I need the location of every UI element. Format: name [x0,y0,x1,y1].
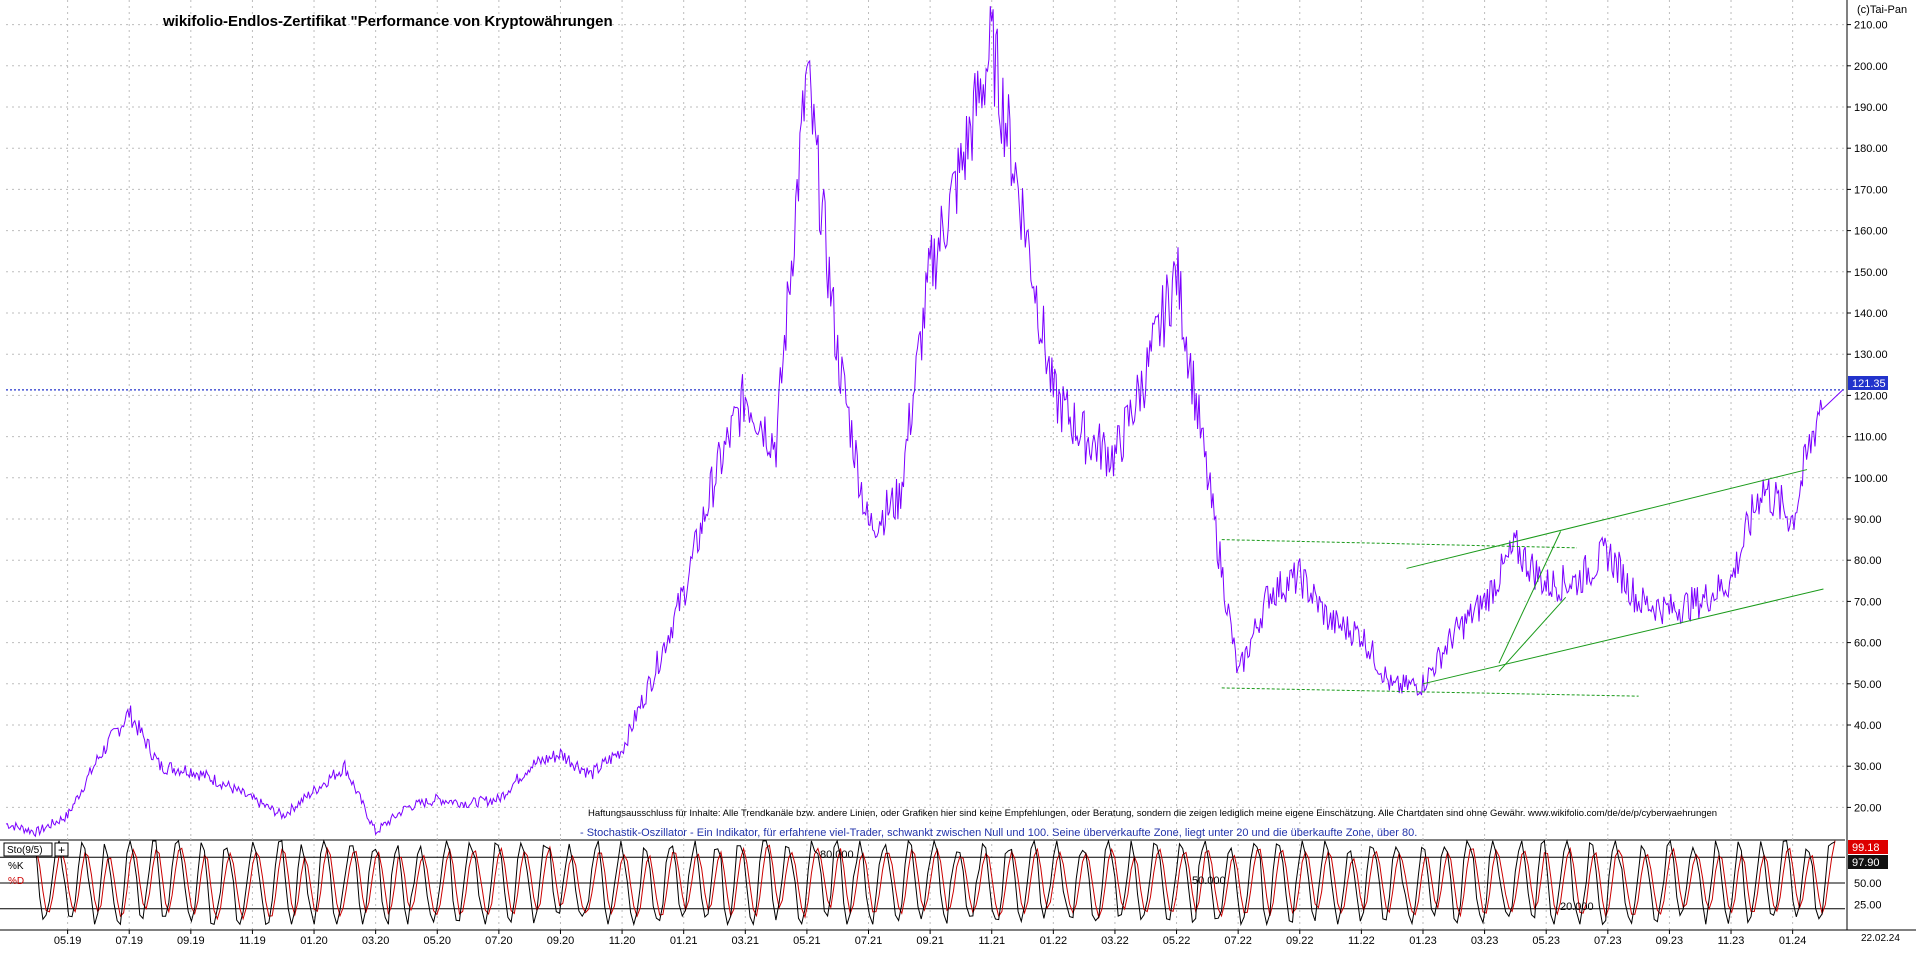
k-value-badge: 97.90 [1848,855,1888,869]
x-tick-label: 11.22 [1348,935,1375,947]
x-tick-label: 11.23 [1718,935,1745,947]
stochastic-y-tick-label: 50.00 [1854,878,1882,890]
y-tick-label: 210.00 [1854,20,1888,32]
copyright-label: (c)Tai-Pan [1857,4,1907,16]
stochastic-plot [29,838,1836,927]
upper-level-label: 80.000 [820,849,854,861]
x-tick-label: 09.19 [177,935,205,947]
x-tick-label: 11.20 [609,935,636,947]
chart-title: wikifolio-Endlos-Zertifikat "Performance… [162,13,613,30]
x-tick-label: 01.20 [300,935,328,947]
stochastic-k-line [29,838,1836,927]
y-tick-label: 160.00 [1854,226,1888,238]
x-tick-label: 07.19 [115,935,143,947]
y-tick-label: 140.00 [1854,308,1888,320]
date-axis: 05.19 07.19 09.19 11.19 01.20 03.20 05.20 07.20… [0,929,1916,947]
x-tick-label: 07.20 [485,935,513,947]
x-tick-label: 05.22 [1163,935,1191,947]
stochastic-y-tick-label: 25.00 [1854,900,1882,912]
trend-line[interactable] [1498,531,1562,664]
x-tick-label: 03.23 [1471,935,1499,947]
stochastic-d-line [29,840,1836,921]
trend-line[interactable] [1221,539,1578,549]
y-tick-label: 180.00 [1854,143,1888,155]
disclaimer-text: Haftungsausschluss für Inhalte: Alle Tre… [588,808,1717,819]
k-series-label: %K [8,861,24,872]
indicator-note: - Stochastik-Oszillator - Ein Indikator,… [580,827,1417,839]
x-tick-label: 05.19 [54,935,82,947]
x-tick-label: 07.23 [1594,935,1622,947]
y-tick-label: 130.00 [1854,349,1888,361]
x-tick-label: 03.20 [362,935,390,947]
trend-line[interactable] [1422,588,1824,685]
y-tick-label: 170.00 [1854,184,1888,196]
x-tick-label: 11.19 [239,935,266,947]
x-tick-label: 09.23 [1656,935,1684,947]
stochastic-legend: Sto(9/5) + %K %D [3,842,69,887]
x-tick-label: 05.21 [793,935,821,947]
y-tick-label: 50.00 [1854,679,1882,691]
d-series-label: %D [8,876,24,887]
d-value-badge: 99.18 [1848,840,1888,854]
y-tick-label: 60.00 [1854,638,1882,650]
y-tick-label: 110.00 [1854,432,1887,444]
trend-line[interactable] [1406,469,1808,569]
x-tick-label: 01.23 [1409,935,1437,947]
y-tick-label: 40.00 [1854,720,1882,732]
y-tick-label: 200.00 [1854,61,1888,73]
x-tick-label: 07.21 [855,935,883,947]
y-tick-label: 120.00 [1854,390,1888,402]
add-indicator-button[interactable] [54,842,69,857]
x-tick-label: 05.23 [1532,935,1560,947]
y-tick-label: 80.00 [1854,555,1882,567]
trend-line[interactable] [1498,596,1567,672]
x-tick-label: 01.24 [1779,935,1807,947]
middle-level-label: 50.000 [1192,875,1226,887]
plus-icon: + [58,843,65,857]
x-tick-label: 07.22 [1224,935,1252,947]
stochastic-indicator-label: Sto(9/5) [7,845,43,856]
x-tick-label: 01.22 [1040,935,1068,947]
y-tick-label: 150.00 [1854,267,1888,279]
main-plot [5,6,1845,838]
x-tick-label: 05.20 [423,935,451,947]
y-tick-label: 190.00 [1854,102,1888,114]
k-current-value: 97.90 [1852,857,1880,869]
x-tick-label: 03.21 [732,935,760,947]
lower-level-label: 20.000 [1560,901,1594,913]
date-axis-end-label: 22.02.24 [1861,933,1900,944]
x-tick-label: 03.22 [1101,935,1129,947]
x-tick-label: 11.21 [978,935,1005,947]
x-tick-label: 01.21 [670,935,698,947]
trend-line[interactable] [1221,687,1639,697]
x-tick-label: 09.22 [1286,935,1314,947]
x-tick-label: 09.20 [547,935,575,947]
last-price-badge: 121.35 [1848,376,1888,390]
y-tick-label: 100.00 [1854,473,1888,485]
last-price-value: 121.35 [1852,378,1886,390]
y-tick-label: 70.00 [1854,596,1882,608]
main-grid [0,0,1845,841]
y-tick-label: 90.00 [1854,514,1882,526]
y-tick-label: 20.00 [1854,802,1882,814]
x-tick-label: 09.21 [916,935,944,947]
d-current-value: 99.18 [1852,842,1880,854]
y-tick-label: 30.00 [1854,761,1882,773]
